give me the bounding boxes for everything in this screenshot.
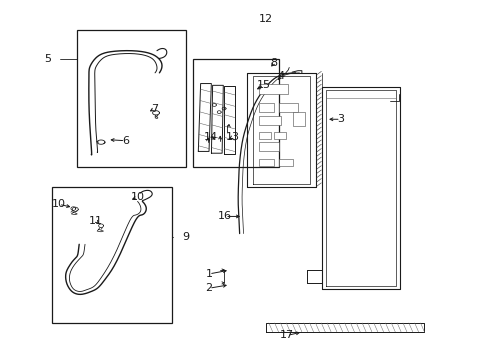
Bar [278, 103, 297, 112]
Text: 1: 1 [205, 269, 212, 279]
Text: 7: 7 [151, 104, 158, 113]
Text: 12: 12 [258, 14, 272, 24]
Text: 11: 11 [89, 216, 103, 226]
Text: 15: 15 [256, 80, 270, 90]
Text: 5: 5 [44, 54, 51, 64]
Bar [259, 132, 271, 139]
Bar [259, 116, 281, 125]
Bar [273, 132, 285, 139]
Text: 4: 4 [277, 71, 284, 81]
Text: 10: 10 [52, 199, 65, 209]
Bar [259, 158, 273, 166]
Text: 3: 3 [337, 114, 344, 124]
Text: 16: 16 [218, 211, 232, 221]
Bar [259, 103, 273, 112]
Bar [52, 187, 171, 323]
Text: 8: 8 [269, 58, 277, 68]
Bar [193, 59, 278, 167]
Text: 13: 13 [225, 132, 239, 142]
Bar [292, 112, 305, 126]
Bar [77, 30, 186, 167]
Text: 2: 2 [205, 283, 212, 293]
Text: 9: 9 [182, 232, 189, 242]
Bar [259, 143, 278, 152]
Text: 10: 10 [130, 192, 144, 202]
Bar [259, 84, 287, 94]
Bar [278, 158, 292, 166]
Text: 17: 17 [280, 330, 294, 341]
Text: 6: 6 [122, 136, 129, 146]
Text: 14: 14 [203, 132, 217, 142]
